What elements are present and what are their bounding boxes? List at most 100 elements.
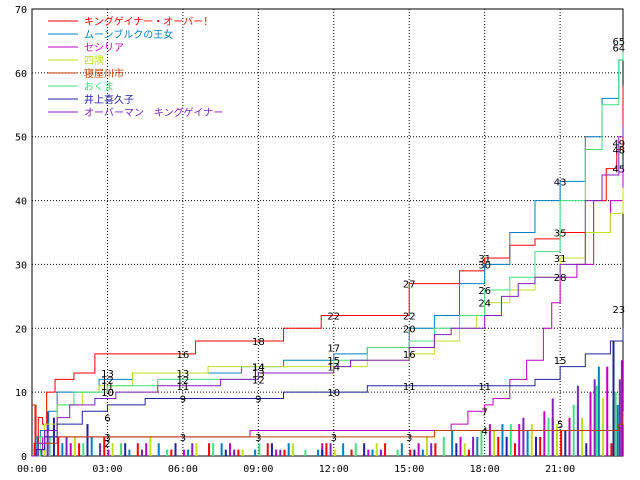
activity-bar: [157, 443, 160, 456]
activity-bar: [363, 443, 366, 456]
activity-bar: [526, 430, 529, 456]
activity-bar: [379, 449, 382, 456]
y-tick-label: 50: [15, 133, 27, 144]
point-label: 11: [403, 382, 416, 393]
activity-bar: [610, 443, 613, 456]
point-label: 43: [554, 177, 567, 188]
activity-bar: [442, 436, 445, 456]
point-label: 13: [177, 369, 190, 380]
point-label: 11: [101, 382, 114, 393]
activity-bar: [618, 379, 621, 456]
point-label: 48: [612, 145, 625, 156]
activity-bar: [321, 449, 324, 456]
activity-bar: [187, 449, 190, 456]
activity-bar: [90, 436, 93, 456]
activity-bar: [493, 430, 496, 456]
point-label: 31: [478, 254, 491, 265]
y-tick-label: 10: [15, 388, 27, 399]
activity-bar: [212, 443, 215, 456]
activity-bar: [65, 436, 68, 456]
activity-bar: [547, 417, 550, 456]
activity-bar: [581, 417, 584, 456]
activity-bar: [371, 449, 374, 456]
point-label: 23: [612, 305, 625, 316]
y-tick-label: 70: [15, 5, 27, 16]
point-label: 10: [101, 388, 114, 399]
activity-bar: [224, 449, 227, 456]
y-tick-label: 30: [15, 260, 27, 271]
activity-bar: [530, 424, 533, 456]
x-tick-label: 15:00: [394, 464, 424, 475]
y-tick-label: 40: [15, 197, 27, 208]
point-label: 10: [101, 388, 114, 399]
activity-bar: [270, 443, 273, 456]
activity-bar: [140, 449, 143, 456]
activity-bar: [455, 443, 458, 456]
point-label: 22: [403, 312, 416, 323]
point-label: 30: [478, 260, 491, 271]
activity-bar: [606, 366, 609, 456]
point-label: 35: [554, 229, 567, 240]
point-label: 14: [252, 363, 265, 374]
activity-bar: [266, 443, 269, 456]
activity-bar: [82, 443, 85, 456]
activity-bar: [396, 449, 399, 456]
point-label: 9: [180, 395, 186, 406]
activity-bar: [46, 411, 49, 456]
activity-bar: [237, 449, 240, 456]
activity-bar: [283, 449, 286, 456]
activity-bar: [585, 443, 588, 456]
point-label: 20: [403, 324, 416, 335]
point-label: 9: [255, 395, 261, 406]
activity-bar: [555, 424, 558, 456]
point-label: 12: [252, 375, 265, 386]
activity-bar: [597, 366, 600, 456]
activity-bar: [107, 449, 110, 456]
activity-bar: [434, 443, 437, 456]
point-label: 14: [327, 363, 340, 374]
activity-bar: [367, 449, 370, 456]
activity-bar: [595, 385, 598, 456]
point-label: 64: [612, 43, 625, 54]
activity-bar: [170, 449, 173, 456]
activity-bar: [467, 449, 470, 456]
point-label: 31: [554, 254, 567, 265]
activity-bar: [195, 443, 198, 456]
legend-label: おくま: [84, 81, 114, 93]
legend: キングゲイナー・オーバー！ムーンブルクの王女セシリア四隅寝屋川市おくま井上喜久子…: [48, 15, 223, 119]
activity-bar: [576, 385, 579, 456]
grid: [32, 9, 623, 456]
activity-bar: [191, 443, 194, 456]
legend-label: 井上喜久子: [84, 93, 134, 106]
activity-bar: [505, 436, 508, 456]
lines-layer: [32, 40, 624, 457]
legend-label: ムーンブルクの王女: [84, 28, 173, 41]
activity-bar: [514, 443, 517, 456]
x-tick-label: 18:00: [470, 464, 500, 475]
series-line: [32, 85, 624, 457]
point-label: 3: [180, 433, 186, 444]
activity-bar: [612, 341, 615, 456]
activity-bar: [317, 449, 320, 456]
point-label: 11: [478, 382, 491, 393]
point-label: 17: [327, 343, 340, 354]
series-line: [32, 328, 624, 457]
activity-bar: [350, 449, 353, 456]
activity-bar: [291, 443, 294, 456]
point-label: 22: [327, 312, 340, 323]
point-label: 3: [255, 433, 261, 444]
y-tick-label: 20: [15, 324, 27, 335]
activity-bar: [182, 449, 185, 456]
point-label: 16: [403, 350, 416, 361]
activity-bar: [73, 436, 76, 456]
legend-label: セシリア: [84, 42, 124, 54]
point-label: 15: [327, 356, 340, 367]
y-tick-label: 60: [15, 69, 27, 80]
point-label: 28: [554, 273, 567, 284]
point-label: 6: [104, 414, 110, 425]
series-line: [32, 40, 624, 457]
activity-bar: [501, 424, 504, 456]
point-label: 45: [612, 165, 625, 176]
x-tick-label: 03:00: [92, 464, 122, 475]
point-label: 24: [478, 299, 491, 310]
